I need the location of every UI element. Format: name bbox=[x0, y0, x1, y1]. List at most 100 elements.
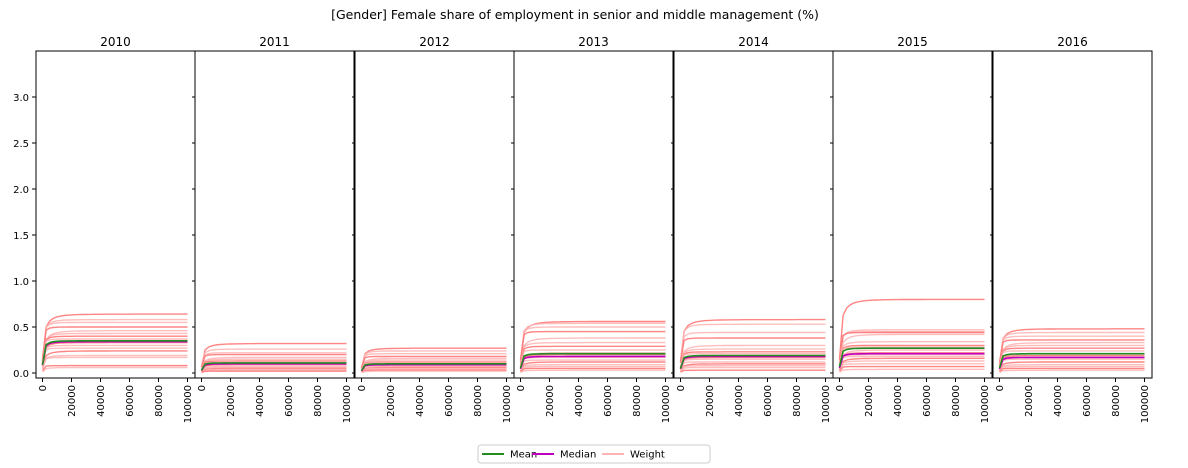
weight-line bbox=[41, 332, 188, 364]
weight-line bbox=[838, 341, 985, 366]
weight-line bbox=[838, 329, 985, 363]
x-tick-label: 100000 bbox=[502, 385, 513, 423]
weight-line bbox=[679, 344, 826, 368]
weight-line bbox=[360, 350, 507, 368]
weight-line bbox=[41, 341, 188, 367]
panel-frame bbox=[35, 50, 196, 379]
weight-line bbox=[360, 365, 507, 372]
x-tick-label: 80000 bbox=[154, 385, 165, 417]
weight-line bbox=[201, 367, 347, 373]
weight-line bbox=[360, 353, 507, 368]
weight-line bbox=[519, 330, 666, 361]
y-tick-label: 3.0 bbox=[13, 93, 29, 104]
weight-line bbox=[41, 318, 188, 361]
weight-line bbox=[838, 298, 985, 359]
y-tick-label: 2.5 bbox=[13, 139, 29, 150]
weight-line bbox=[679, 351, 826, 368]
x-tick-label: 20000 bbox=[545, 385, 556, 417]
weight-line bbox=[42, 366, 188, 373]
series-group bbox=[360, 347, 507, 374]
x-tick-label: 40000 bbox=[1053, 385, 1064, 417]
weight-line bbox=[201, 366, 347, 372]
legend-label: Mean bbox=[510, 450, 537, 461]
weight-line bbox=[360, 359, 507, 371]
series-group bbox=[838, 298, 985, 373]
weight-line bbox=[838, 344, 985, 366]
legend: Mean Median Weight bbox=[477, 444, 711, 464]
weight-line bbox=[998, 365, 1145, 372]
x-tick-label: 60000 bbox=[603, 385, 614, 417]
x-tick-label: 20000 bbox=[1024, 385, 1035, 417]
panel-frame bbox=[513, 50, 674, 379]
mean-line bbox=[200, 362, 347, 371]
weight-line bbox=[200, 356, 347, 371]
median-line bbox=[679, 355, 826, 370]
weight-line bbox=[679, 348, 826, 368]
weight-line bbox=[998, 341, 1145, 368]
weight-line bbox=[838, 352, 985, 369]
weight-line bbox=[361, 369, 507, 373]
facet-title: 2016 bbox=[1057, 35, 1088, 49]
legend-label: Median bbox=[560, 450, 596, 461]
facet-title: 2014 bbox=[738, 35, 769, 49]
x-tick-label: 0 bbox=[516, 385, 527, 391]
weight-line bbox=[680, 366, 826, 373]
weight-line bbox=[838, 355, 985, 369]
facet-title: 2015 bbox=[897, 35, 928, 49]
weight-line bbox=[679, 331, 826, 362]
series-group bbox=[998, 328, 1145, 374]
weight-line bbox=[41, 354, 188, 370]
weight-line bbox=[679, 356, 826, 370]
weight-line bbox=[838, 349, 985, 369]
weight-line bbox=[679, 361, 826, 370]
y-tick-label: 0.5 bbox=[13, 323, 29, 334]
weight-line bbox=[679, 353, 826, 368]
x-tick-label: 0 bbox=[38, 385, 49, 391]
weight-line bbox=[838, 346, 985, 366]
x-tick-label: 0 bbox=[357, 385, 368, 391]
weight-line bbox=[360, 361, 507, 371]
panel-2012: 2012 0 20000 40000 60000 80000 100000 bbox=[352, 35, 515, 423]
x-tick-label: 100000 bbox=[980, 385, 991, 423]
x-tick-label: 80000 bbox=[951, 385, 962, 417]
x-tick-label: 40000 bbox=[415, 385, 426, 417]
series-group bbox=[679, 318, 826, 373]
weight-line bbox=[360, 362, 507, 371]
facet-title: 2011 bbox=[259, 35, 290, 49]
weight-line bbox=[838, 333, 985, 366]
weight-line bbox=[201, 368, 347, 373]
weight-line bbox=[41, 335, 188, 364]
weight-line bbox=[838, 365, 985, 372]
median-line bbox=[360, 363, 507, 372]
y-tick-label: 2.0 bbox=[13, 185, 29, 196]
weight-line bbox=[838, 353, 985, 369]
weight-line bbox=[998, 361, 1145, 372]
weight-line bbox=[200, 348, 347, 368]
weight-line bbox=[519, 337, 666, 367]
weight-line bbox=[998, 347, 1145, 367]
weight-line bbox=[360, 357, 507, 371]
weight-line bbox=[519, 322, 666, 362]
mean-line bbox=[360, 362, 507, 372]
series-group bbox=[200, 342, 347, 374]
weight-line bbox=[998, 364, 1145, 372]
weight-line bbox=[519, 326, 666, 361]
weight-line bbox=[200, 365, 347, 372]
mean-line bbox=[519, 352, 666, 369]
panel-2010: 2010 0 20000 40000 60000 80000 100000 bbox=[35, 35, 196, 423]
facet-title: 2010 bbox=[100, 35, 131, 49]
weight-line bbox=[838, 331, 985, 361]
weight-line bbox=[998, 339, 1145, 363]
x-tick-label: 60000 bbox=[284, 385, 295, 417]
x-tick-label: 60000 bbox=[763, 385, 774, 417]
weight-line bbox=[360, 355, 507, 369]
weight-line bbox=[200, 353, 347, 368]
x-tick-label: 20000 bbox=[226, 385, 237, 417]
facet-title: 2013 bbox=[578, 35, 609, 49]
weight-line bbox=[41, 330, 188, 365]
mean-line bbox=[679, 354, 826, 369]
weight-line bbox=[361, 370, 507, 374]
x-tick-label: 80000 bbox=[632, 385, 643, 417]
x-tick-label: 0 bbox=[676, 385, 687, 391]
weight-line bbox=[998, 328, 1145, 365]
